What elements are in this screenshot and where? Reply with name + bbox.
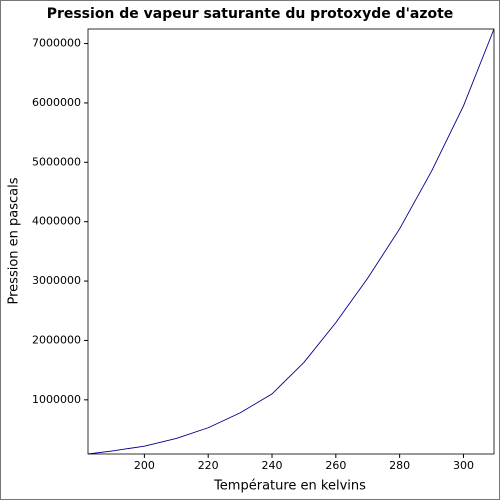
x-tick-label: 260 [325,459,346,472]
y-tick-label: 5000000 [32,155,81,168]
plot-area [87,28,495,455]
x-tick-label: 200 [134,459,155,472]
y-tick-label: 4000000 [32,215,81,228]
x-tick-label: 220 [198,459,219,472]
chart-title: Pression de vapeur saturante du protoxyd… [47,6,454,22]
x-tick-label: 280 [389,459,410,472]
y-tick-label: 3000000 [32,274,81,287]
y-tick-label: 7000000 [32,37,81,50]
y-axis-label: Pression en pascals [7,177,22,304]
x-tick-label: 240 [262,459,283,472]
y-tick-label: 6000000 [32,96,81,109]
data-line [87,28,495,455]
y-tick-label: 2000000 [32,333,81,346]
x-tick-label: 300 [453,459,474,472]
y-tick-label: 1000000 [32,393,81,406]
x-axis-label: Température en kelvins [213,479,366,494]
